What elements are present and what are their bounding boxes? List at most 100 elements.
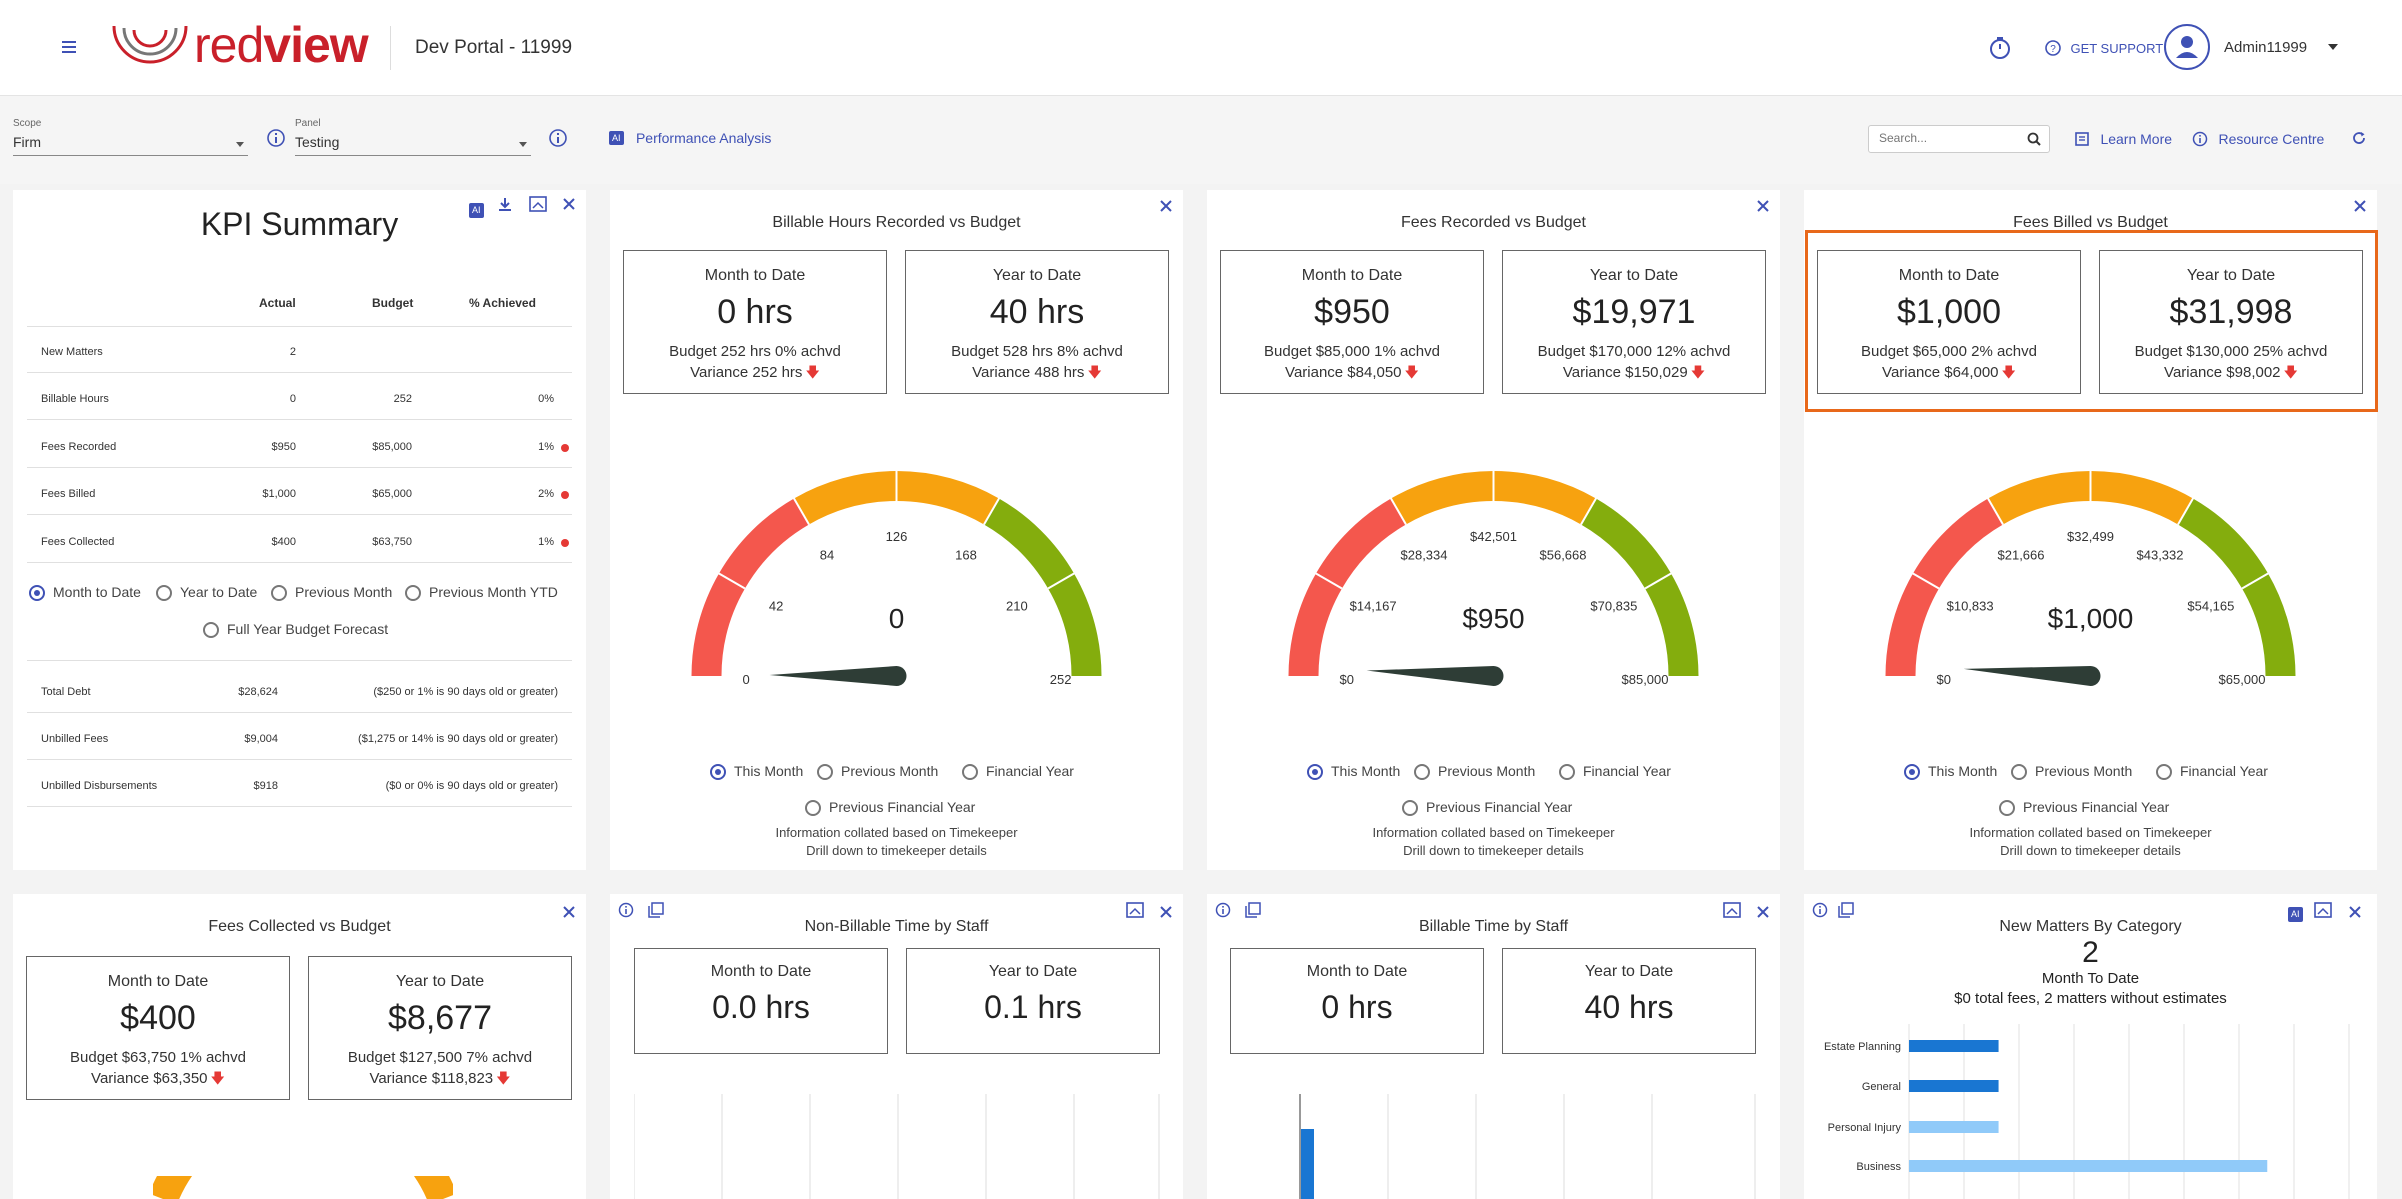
card-label: Year to Date: [2186, 267, 2276, 284]
period-option[interactable]: Previous Month: [817, 762, 939, 781]
search-box[interactable]: [1868, 125, 2050, 153]
performance-analysis-label: Performance Analysis: [635, 129, 772, 146]
download-icon[interactable]: [497, 196, 513, 217]
row-divider: [27, 562, 572, 563]
card-variance: Variance 252 hrs: [690, 364, 803, 381]
month-to-date-card[interactable]: Month to Date $950 Budget $85,000 1% achvd…: [1220, 250, 1484, 394]
copy-icon[interactable]: [1245, 902, 1261, 923]
performance-analysis-link[interactable]: AI Performance Analysis: [609, 129, 771, 147]
card-value: $950: [1314, 293, 1390, 331]
card-value: $8,677: [388, 999, 492, 1037]
period-option[interactable]: Year to Date: [156, 583, 257, 602]
drill-down-link[interactable]: Drill down to timekeeper details: [1403, 843, 1584, 858]
month-to-date-card[interactable]: Month to Date 0.0 hrs: [634, 948, 888, 1054]
close-icon[interactable]: [1756, 904, 1770, 924]
stopwatch-icon[interactable]: [1988, 36, 2012, 65]
close-icon[interactable]: [2348, 904, 2362, 924]
menu-icon[interactable]: [62, 40, 76, 53]
period-option[interactable]: This Month: [1904, 762, 1997, 781]
kpi-row-actual: $950: [271, 441, 296, 453]
card-variance: Variance 488 hrs: [972, 364, 1085, 381]
gauge-tick-label: 168: [955, 548, 977, 563]
year-to-date-card[interactable]: Year to Date $19,971 Budget $170,000 12% a…: [1502, 250, 1766, 394]
copy-icon[interactable]: [648, 902, 664, 923]
expand-icon[interactable]: [1723, 902, 1741, 923]
matters-period: Month To Date: [2041, 970, 2140, 987]
search-input[interactable]: [1879, 131, 2019, 145]
kpi-row-actual: 2: [289, 346, 296, 358]
period-option[interactable]: This Month: [710, 762, 803, 781]
year-to-date-card[interactable]: Year to Date $8,677 Budget $127,500 7% a…: [308, 956, 572, 1100]
kpi-row-achieved: 1%: [538, 441, 554, 453]
period-option[interactable]: Previous Month: [271, 583, 392, 602]
card-value: $400: [120, 999, 196, 1037]
debt-row-name: Unbilled Fees: [41, 733, 109, 745]
ai-badge[interactable]: AI: [469, 198, 484, 218]
gauge-chart[interactable]: $0 $10,833 $21,666 $32,499 $43,332 $54,165 $65…: [1804, 460, 2377, 700]
drill-down-link[interactable]: Drill down to timekeeper details: [806, 843, 987, 858]
period-option[interactable]: Previous Month: [1414, 762, 1535, 781]
refresh-icon[interactable]: [2351, 130, 2367, 151]
year-to-date-card[interactable]: Year to Date 40 hrs Budget 528 hrs 8% achv…: [905, 250, 1169, 394]
get-support-button[interactable]: ? GET SUPPORT: [2044, 39, 2163, 59]
gauge-tick-label: $56,668: [1540, 548, 1587, 563]
expand-icon[interactable]: [1126, 902, 1144, 923]
month-to-date-card[interactable]: Month to Date 0 hrs: [1230, 948, 1484, 1054]
gauge-chart[interactable]: 0 42 84 126 168 210 252 0: [610, 460, 1183, 700]
row-divider: [27, 514, 572, 515]
month-to-date-card[interactable]: Month to Date $400 Budget $63,750 1% ach…: [26, 956, 290, 1100]
close-icon[interactable]: [2353, 198, 2367, 218]
card-label: Month to Date: [1898, 267, 2000, 284]
info-icon[interactable]: [1812, 902, 1828, 923]
column-header-actual: Actual: [259, 296, 296, 310]
radio-icon: [1904, 764, 1920, 781]
close-icon[interactable]: [1159, 198, 1173, 218]
period-option[interactable]: Full Year Budget Forecast: [203, 620, 388, 639]
period-label: Previous Financial Year: [1426, 799, 1573, 815]
info-icon[interactable]: [618, 902, 634, 923]
gauge-tick: [2241, 572, 2270, 590]
period-option[interactable]: Previous Month YTD: [405, 583, 558, 602]
expand-icon[interactable]: [2314, 902, 2332, 923]
period-option[interactable]: Previous Financial Year: [1999, 798, 2169, 817]
radio-icon: [203, 622, 219, 639]
year-to-date-card[interactable]: Year to Date 0.1 hrs: [906, 948, 1160, 1054]
close-icon[interactable]: [1756, 198, 1770, 218]
month-to-date-card[interactable]: Month to Date 0 hrs Budget 252 hrs 0% achv…: [623, 250, 887, 394]
scope-info-icon[interactable]: [266, 128, 286, 153]
year-to-date-card[interactable]: Year to Date 40 hrs: [1502, 948, 1756, 1054]
ai-badge[interactable]: AI: [2288, 902, 2303, 922]
info-icon[interactable]: [1215, 902, 1231, 923]
gauge-value-label: $950: [1462, 603, 1524, 634]
period-option[interactable]: Previous Financial Year: [805, 798, 975, 817]
period-option[interactable]: This Month: [1307, 762, 1400, 781]
period-label: Previous Month: [841, 763, 939, 779]
close-icon[interactable]: [1159, 904, 1173, 924]
period-option[interactable]: Financial Year: [962, 762, 1074, 781]
month-to-date-card[interactable]: Month to Date $1,000 Budget $65,000 2% ach…: [1817, 250, 2081, 394]
info-icon: [2192, 131, 2208, 147]
period-option[interactable]: Previous Month: [2011, 762, 2132, 781]
period-option[interactable]: Financial Year: [2156, 762, 2268, 781]
year-to-date-card[interactable]: Year to Date $31,998 Budget $130,000 25% a…: [2099, 250, 2363, 394]
search-icon[interactable]: [2027, 132, 2041, 151]
scope-select[interactable]: Firm: [13, 134, 248, 156]
period-option[interactable]: Previous Financial Year: [1402, 798, 1573, 817]
close-icon[interactable]: [562, 196, 576, 216]
close-icon[interactable]: [562, 904, 576, 924]
period-option[interactable]: Month to Date: [29, 583, 141, 602]
gauge-chart[interactable]: $0 $14,167 $28,334 $42,501 $56,668 $70,835 $85…: [1207, 460, 1780, 700]
drill-down-link[interactable]: Drill down to timekeeper details: [2000, 843, 2181, 858]
down-arrow-icon: 🡇: [2283, 364, 2298, 380]
expand-icon[interactable]: [529, 196, 547, 217]
learn-more-link[interactable]: Learn More: [2074, 130, 2172, 148]
panel-info-icon[interactable]: [548, 128, 568, 153]
panel-select[interactable]: Testing: [295, 134, 531, 156]
gauge-tick-label: $42,501: [1470, 529, 1517, 544]
radio-icon: [1414, 764, 1430, 781]
card-budget: Budget $63,750 1% achvd: [70, 1049, 246, 1066]
period-option[interactable]: Financial Year: [1559, 762, 1671, 781]
copy-icon[interactable]: [1838, 902, 1854, 923]
resource-centre-link[interactable]: Resource Centre: [2192, 130, 2324, 148]
user-menu[interactable]: Admin11999: [2164, 24, 2344, 72]
